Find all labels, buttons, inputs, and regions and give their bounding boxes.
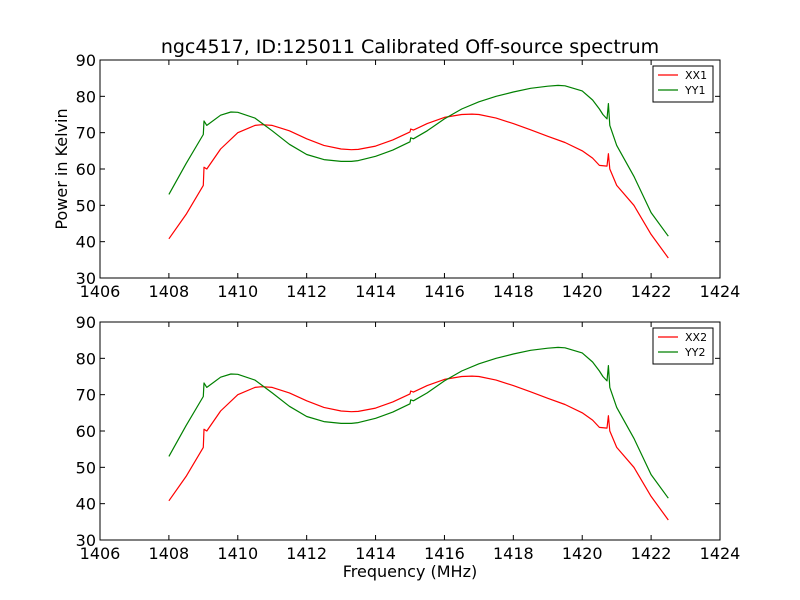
y-tick-label: 90 — [76, 313, 96, 332]
y-tick-label: 60 — [76, 422, 96, 441]
x-tick-label: 1420 — [562, 282, 603, 301]
x-tick-label: 1424 — [700, 282, 741, 301]
y-tick-label: 70 — [76, 124, 96, 143]
x-tick-label: 1416 — [424, 544, 465, 563]
y-tick-label: 40 — [76, 233, 96, 252]
axes-frame-0 — [99, 59, 721, 279]
legend-box — [652, 65, 714, 103]
x-tick-label: 1410 — [217, 544, 258, 563]
series-line-yy2 — [168, 346, 669, 499]
x-tick-label: 1422 — [631, 544, 672, 563]
x-tick-label: 1420 — [562, 544, 603, 563]
legend-label: YY2 — [684, 346, 705, 359]
x-tick-label: 1414 — [355, 282, 396, 301]
x-tick-label: 1406 — [80, 544, 121, 563]
x-tick-label: 1416 — [424, 282, 465, 301]
axes-frame-1 — [99, 321, 721, 541]
x-tick-label: 1406 — [80, 282, 121, 301]
y-tick-label: 80 — [76, 349, 96, 368]
top-panel: 1406 1408 1410 1412 1414 1416 1418 1420 1422 1424… — [76, 51, 741, 301]
y-tick-label: 40 — [76, 495, 96, 514]
y-tick-label: 30 — [76, 269, 96, 288]
x-tick-label: 1408 — [149, 282, 190, 301]
series-line-xx2 — [168, 375, 669, 521]
x-tick-label: 1412 — [286, 282, 327, 301]
y-tick-label: 80 — [76, 87, 96, 106]
x-tick-label: 1424 — [700, 544, 741, 563]
figure-title: ngc4517, ID:125011 Calibrated Off-source… — [161, 36, 659, 58]
y-axis-title: Power in Kelvin — [52, 108, 71, 229]
legend-label: XX2 — [685, 331, 707, 344]
y-tick-label: 30 — [76, 531, 96, 550]
legend-label: YY1 — [684, 84, 705, 97]
y-tick-label: 50 — [76, 458, 96, 477]
x-tick-label: 1418 — [493, 282, 534, 301]
bottom-panel: 1406 1408 1410 1412 1414 1416 1418 1420 1422 1424… — [76, 313, 741, 563]
x-tick-label: 1412 — [286, 544, 327, 563]
legend-label: XX1 — [685, 69, 707, 82]
x-axis-title: Frequency (MHz) — [343, 562, 477, 581]
x-tick-label: 1418 — [493, 544, 534, 563]
x-tick-label: 1422 — [631, 282, 672, 301]
y-tick-label: 50 — [76, 196, 96, 215]
legend-box — [652, 327, 714, 365]
x-tick-label: 1408 — [149, 544, 190, 563]
y-tick-label: 70 — [76, 386, 96, 405]
y-tick-label: 60 — [76, 160, 96, 179]
x-tick-label: 1414 — [355, 544, 396, 563]
y-tick-label: 90 — [76, 51, 96, 70]
x-tick-label: 1410 — [217, 282, 258, 301]
series-line-yy1 — [168, 84, 669, 237]
series-line-xx1 — [168, 113, 669, 259]
